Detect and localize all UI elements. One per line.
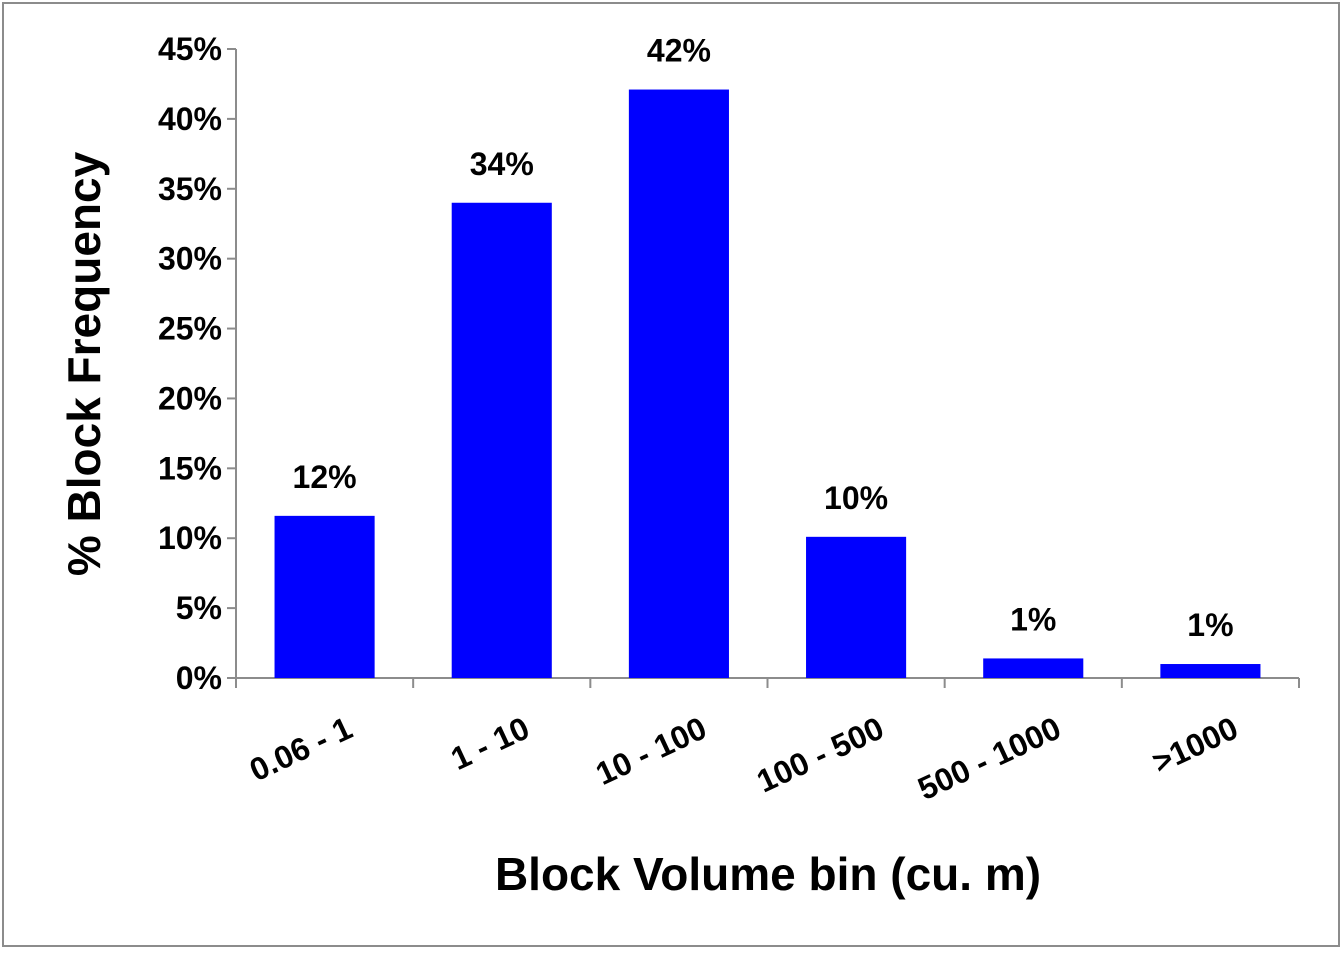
- bar: [1160, 664, 1261, 678]
- y-tick-label: 20%: [158, 380, 222, 416]
- bar: [451, 202, 552, 678]
- x-axis-title: Block Volume bin (cu. m): [495, 848, 1041, 900]
- y-tick-label: 35%: [158, 171, 222, 207]
- bar: [806, 536, 907, 678]
- data-label: 12%: [293, 459, 357, 495]
- y-axis: 0% 5% 10% 15% 20% 25% 30% 35% 40% 45%: [158, 31, 237, 696]
- data-label: 42%: [647, 33, 711, 69]
- bars: [274, 89, 1261, 679]
- bar: [274, 515, 375, 678]
- y-axis-title: % Block Frequency: [58, 151, 110, 576]
- y-tick-label: 10%: [158, 520, 222, 556]
- y-tick-label: 5%: [176, 590, 222, 626]
- y-tick-label: 45%: [158, 31, 222, 67]
- data-label: 1%: [1010, 601, 1056, 637]
- y-tick-label: 0%: [176, 660, 222, 696]
- bar: [983, 658, 1084, 678]
- data-labels: 12% 34% 42% 10% 1% 1%: [293, 33, 1234, 643]
- data-label: 34%: [470, 146, 534, 182]
- y-tick-label: 30%: [158, 241, 222, 277]
- data-label: 1%: [1187, 607, 1233, 643]
- y-tick-label: 15%: [158, 450, 222, 486]
- bar: [628, 89, 729, 679]
- data-label: 10%: [824, 480, 888, 516]
- y-tick-label: 25%: [158, 311, 222, 347]
- y-tick-label: 40%: [158, 101, 222, 137]
